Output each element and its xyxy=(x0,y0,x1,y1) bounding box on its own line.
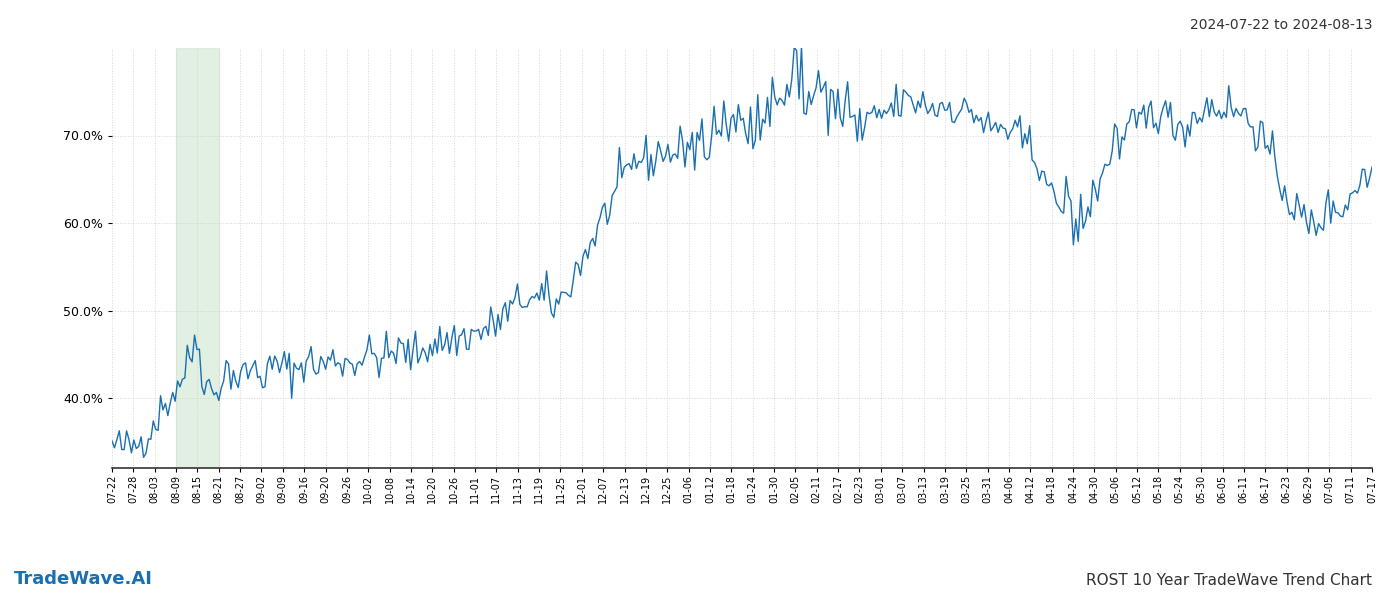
Text: TradeWave.AI: TradeWave.AI xyxy=(14,570,153,588)
Text: ROST 10 Year TradeWave Trend Chart: ROST 10 Year TradeWave Trend Chart xyxy=(1086,573,1372,588)
Bar xyxy=(176,48,218,468)
Text: 2024-07-22 to 2024-08-13: 2024-07-22 to 2024-08-13 xyxy=(1190,18,1372,32)
